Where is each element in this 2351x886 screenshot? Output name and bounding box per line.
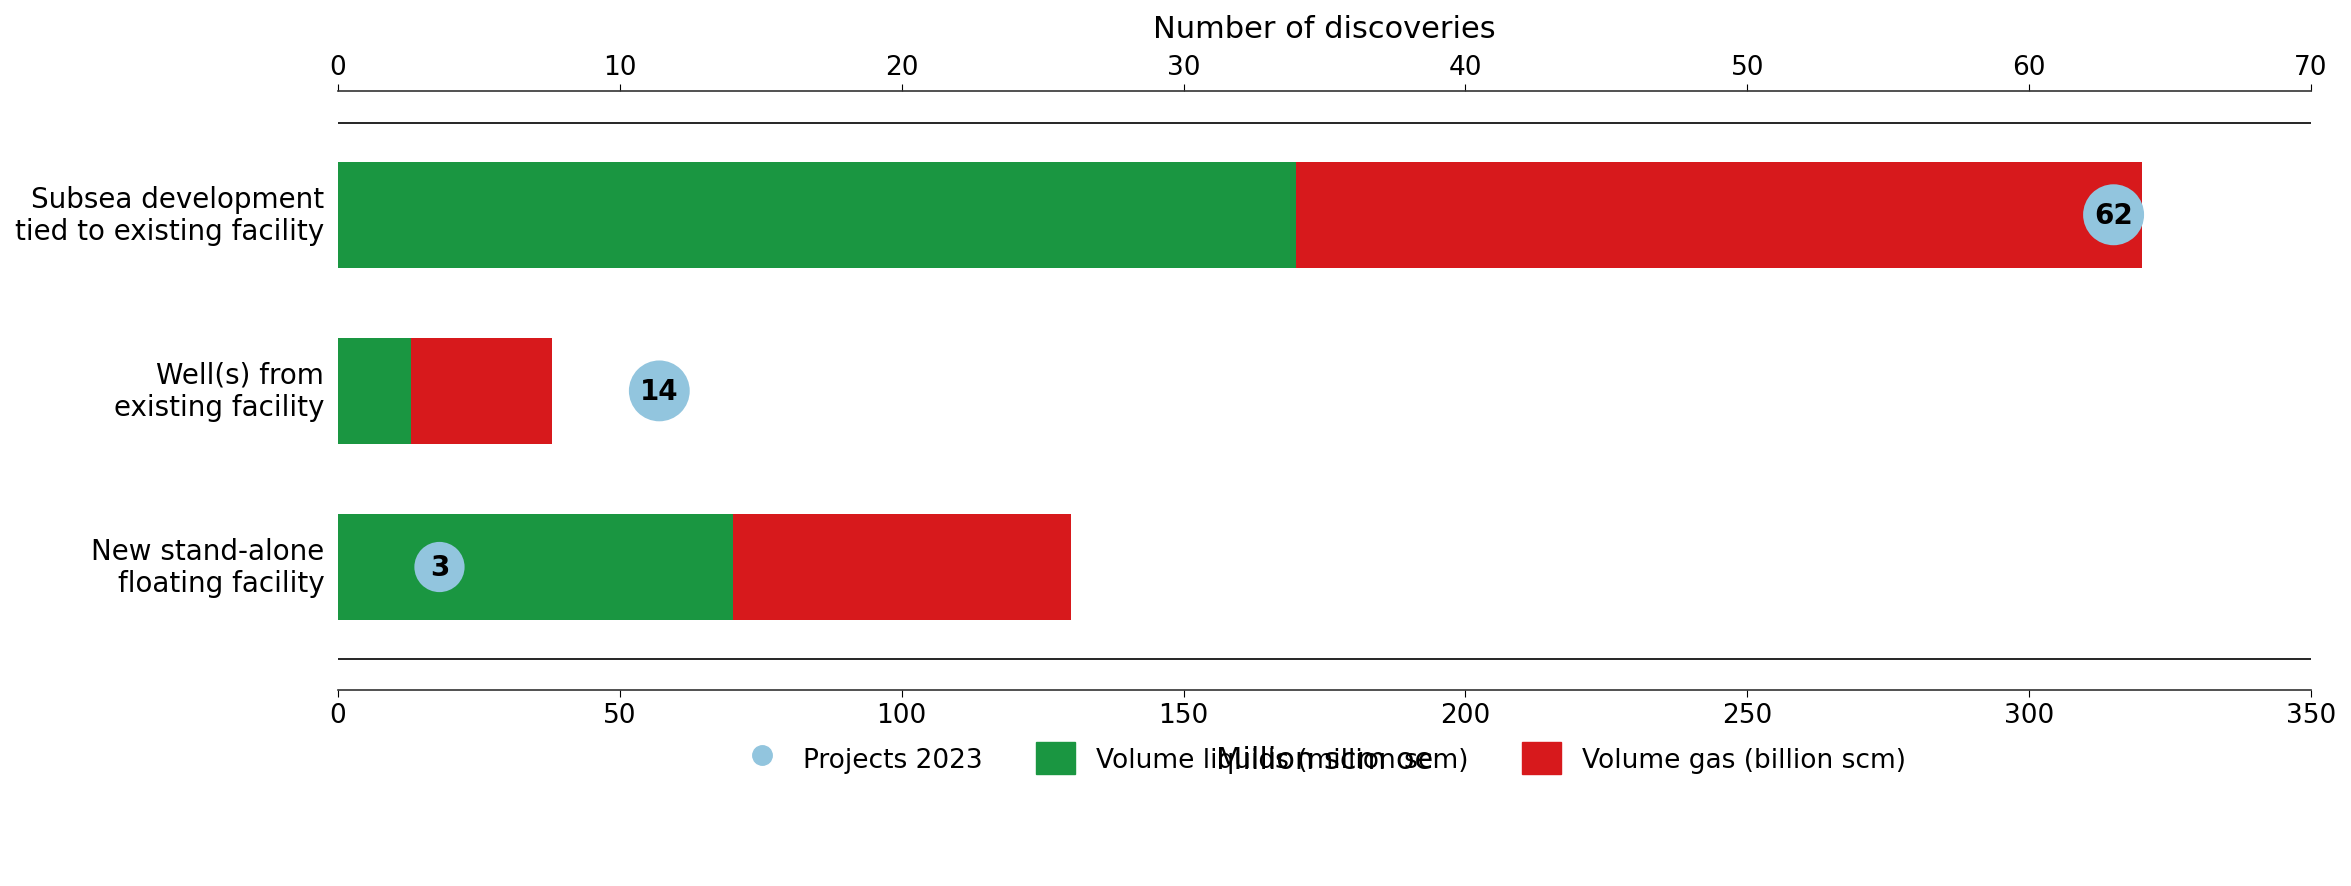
Bar	[339, 338, 411, 444]
Text: 62: 62	[2095, 201, 2132, 229]
X-axis label: Million scm oe: Million scm oe	[1215, 745, 1434, 773]
Bar	[734, 515, 1070, 620]
Legend: Projects 2023, Volume liquids (million scm), Volume gas (billion scm): Projects 2023, Volume liquids (million s…	[731, 732, 1916, 785]
Text: 14: 14	[639, 377, 679, 406]
Text: 3: 3	[430, 554, 449, 581]
Bar	[339, 515, 734, 620]
Bar	[411, 338, 552, 444]
Bar	[339, 163, 1295, 268]
X-axis label: Number of discoveries: Number of discoveries	[1152, 15, 1495, 44]
Bar	[1295, 163, 2142, 268]
